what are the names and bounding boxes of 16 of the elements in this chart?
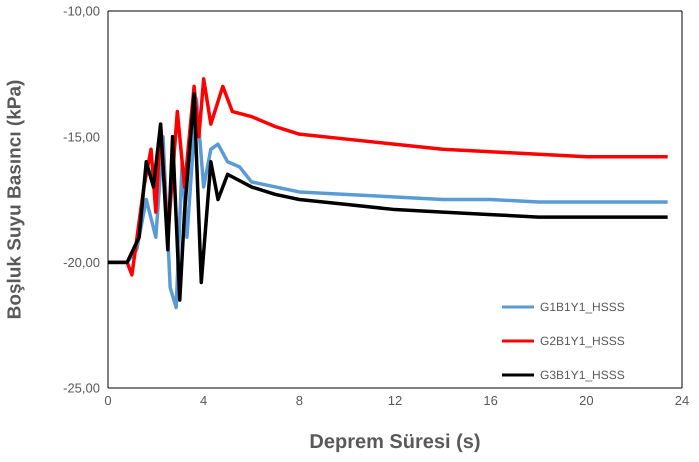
y-tick-label: -25,00 bbox=[63, 380, 100, 396]
x-tick-label: 8 bbox=[296, 393, 303, 408]
y-tick-label: -20,00 bbox=[63, 254, 100, 270]
x-tick-label: 0 bbox=[104, 393, 112, 408]
y-tick-label: -10,00 bbox=[63, 4, 100, 19]
x-tick-label: 12 bbox=[388, 393, 402, 408]
y-tick-label: -15,00 bbox=[63, 129, 100, 144]
x-tick-label: 24 bbox=[674, 393, 690, 408]
x-tick-label: 16 bbox=[483, 393, 498, 408]
legend-label: G1B1Y1_HSSS bbox=[540, 300, 625, 314]
x-axis-title: Deprem Süresi (s) bbox=[309, 431, 481, 453]
legend-label: G2B1Y1_HSSS bbox=[540, 334, 625, 348]
x-tick-label: 4 bbox=[200, 393, 208, 408]
y-axis-title: Boşluk Suyu Basıncı (kPa) bbox=[4, 80, 26, 320]
legend-label: G3B1Y1_HSSS bbox=[540, 368, 625, 382]
x-tick-label: 20 bbox=[579, 393, 594, 408]
